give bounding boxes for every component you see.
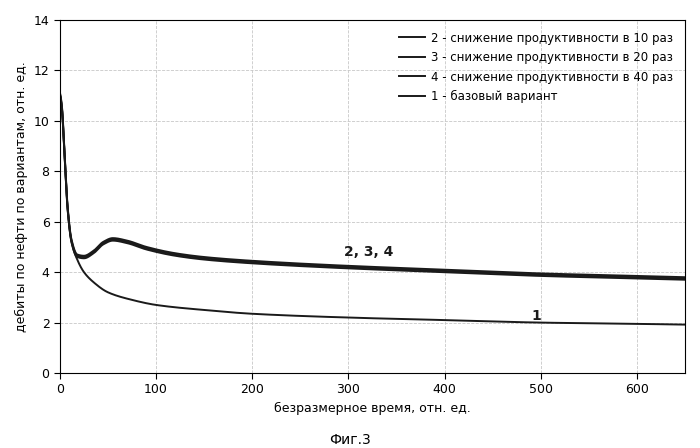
2 - снижение продуктивности в 10 раз (631, 276, 639, 281)
1 - базовый вариант (56, 93, 64, 99)
Line: 1 - базовый вариант: 1 - базовый вариант (60, 96, 685, 325)
2 - снижение продуктивности в 10 раз (681, 277, 690, 282)
Legend: 2 - снижение продуктивности в 10 раз, 3 - снижение продуктивности в 20 раз, 4 - : 2 - снижение продуктивности в 10 раз, 3 … (393, 26, 679, 109)
4 - снижение продуктивности в 40 раз (353, 263, 361, 269)
1 - базовый вариант (323, 314, 332, 319)
4 - снижение продуктивности в 40 раз (631, 273, 639, 279)
Line: 4 - снижение продуктивности в 40 раз: 4 - снижение продуктивности в 40 раз (60, 93, 685, 277)
2 - снижение продуктивности в 10 раз (323, 265, 332, 270)
3 - снижение продуктивности в 20 раз (510, 271, 518, 276)
Text: Фиг.3: Фиг.3 (329, 432, 371, 447)
Text: 1: 1 (531, 309, 541, 323)
Line: 2 - снижение продуктивности в 10 раз: 2 - снижение продуктивности в 10 раз (60, 96, 685, 280)
3 - снижение продуктивности в 20 раз (353, 265, 361, 270)
3 - снижение продуктивности в 20 раз (323, 263, 332, 269)
3 - снижение продуктивности в 20 раз (318, 263, 327, 269)
1 - базовый вариант (318, 314, 327, 319)
1 - базовый вариант (681, 322, 690, 327)
3 - снижение продуктивности в 20 раз (631, 275, 639, 280)
1 - базовый вариант (631, 321, 639, 327)
2 - снижение продуктивности в 10 раз (662, 276, 670, 282)
Text: 2, 3, 4: 2, 3, 4 (344, 245, 393, 259)
4 - снижение продуктивности в 40 раз (510, 270, 518, 275)
X-axis label: безразмерное время, отн. ед.: безразмерное время, отн. ед. (274, 402, 471, 415)
1 - базовый вариант (353, 315, 361, 320)
2 - снижение продуктивности в 10 раз (353, 266, 361, 271)
3 - снижение продуктивности в 20 раз (56, 92, 64, 97)
1 - базовый вариант (662, 322, 670, 327)
Y-axis label: дебиты по нефти по вариантам, отн. ед.: дебиты по нефти по вариантам, отн. ед. (15, 61, 28, 332)
1 - базовый вариант (510, 319, 518, 325)
3 - снижение продуктивности в 20 раз (681, 276, 690, 281)
2 - снижение продуктивности в 10 раз (56, 93, 64, 99)
Line: 3 - снижение продуктивности в 20 раз: 3 - снижение продуктивности в 20 раз (60, 95, 685, 279)
4 - снижение продуктивности в 40 раз (662, 274, 670, 280)
4 - снижение продуктивности в 40 раз (323, 262, 332, 267)
4 - снижение продуктивности в 40 раз (56, 90, 64, 96)
4 - снижение продуктивности в 40 раз (318, 262, 327, 267)
3 - снижение продуктивности в 20 раз (662, 275, 670, 280)
2 - снижение продуктивности в 10 раз (510, 272, 518, 278)
2 - снижение продуктивности в 10 раз (318, 264, 327, 270)
4 - снижение продуктивности в 40 раз (681, 275, 690, 280)
